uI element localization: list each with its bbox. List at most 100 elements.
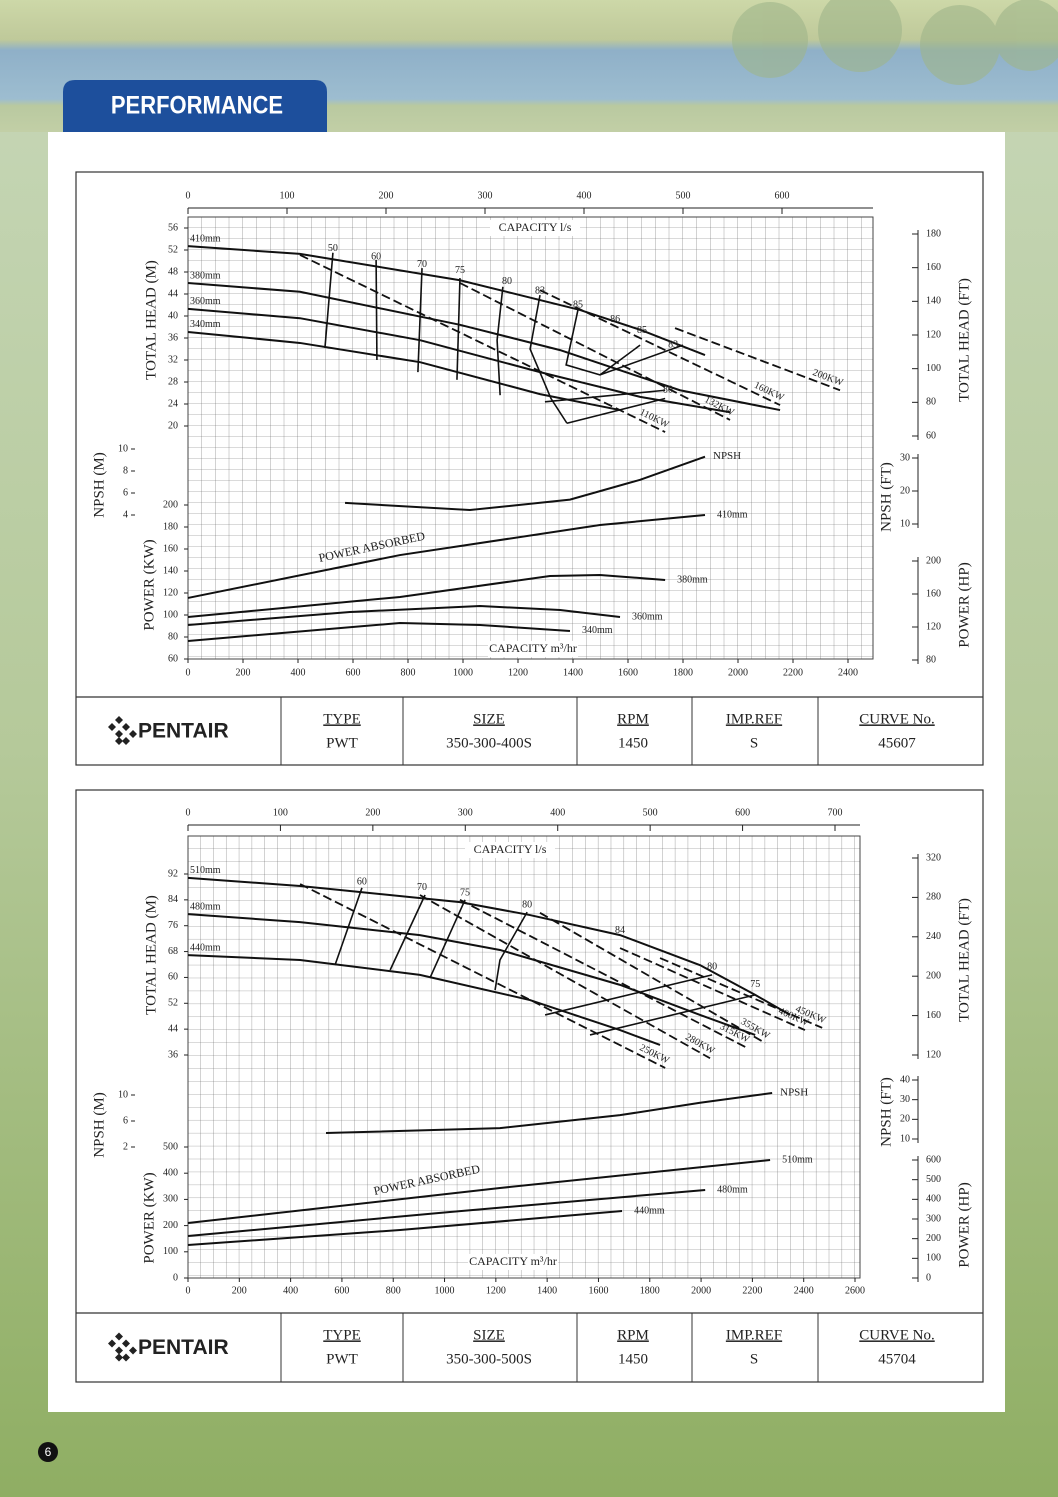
y-tick-label: 140	[926, 296, 941, 307]
power-curve-label: 360mm	[632, 611, 663, 622]
table-value: PWT	[326, 1351, 358, 1367]
bottom-tick-label: 1600	[588, 1285, 608, 1296]
y-tick-label: 30	[900, 1094, 910, 1105]
y-tick-label: 280	[926, 892, 941, 903]
table-header: CURVE No.	[859, 711, 934, 727]
bottom-tick-label: 2400	[794, 1285, 814, 1296]
y-tick-label: 20	[900, 1114, 910, 1125]
logo-diamond	[122, 1353, 130, 1362]
axis-title: POWER (KW)	[141, 539, 157, 630]
y-tick-label: 200	[163, 1220, 178, 1231]
y-tick-label: 200	[163, 499, 178, 510]
y-tick-label: 100	[163, 609, 178, 620]
label-bg	[468, 1254, 558, 1270]
top-tick-label: 700	[828, 807, 843, 818]
head-curve	[187, 954, 661, 1046]
efficiency-line	[494, 911, 528, 991]
axis-title: CAPACITY m³/hr	[489, 641, 577, 655]
power-curve	[187, 622, 571, 642]
impeller-label: 360mm	[190, 296, 221, 307]
power-limit-line	[299, 883, 666, 1069]
logo-text: PENTAIR	[138, 720, 229, 743]
table-header: TYPE	[323, 1327, 361, 1343]
efficiency-label: 86	[610, 314, 620, 325]
logo-diamond	[122, 723, 130, 731]
y-tick-label: 10	[900, 1133, 910, 1144]
y-tick-label: 44	[168, 1023, 178, 1034]
grid	[187, 216, 874, 660]
y-tick-label: 20	[900, 485, 910, 496]
efficiency-line	[429, 899, 466, 979]
logo-mark	[108, 1332, 137, 1362]
impeller-label: 480mm	[190, 901, 221, 912]
page-number: 6	[45, 1445, 52, 1459]
top-tick-label: 200	[365, 807, 380, 818]
top-tick-label: 500	[643, 807, 658, 818]
power-limit-line	[659, 957, 823, 1029]
top-tick-label: 300	[458, 807, 473, 818]
y-tick-label: 140	[163, 565, 178, 576]
efficiency-label: 85	[637, 325, 647, 336]
y-tick-label: 0	[926, 1272, 931, 1283]
grid	[187, 835, 861, 1279]
table-value: 45704	[878, 1351, 916, 1367]
trees	[732, 0, 1058, 85]
efficiency-label: 85	[573, 299, 583, 310]
y-tick-label: 10	[900, 518, 910, 529]
efficiency-line	[565, 309, 641, 376]
top-tick-label: 100	[273, 807, 288, 818]
efficiency-label: 70	[417, 882, 427, 893]
y-tick-label: 60	[168, 972, 178, 983]
bottom-tick-label: 1200	[508, 667, 528, 678]
impeller-label: 410mm	[190, 233, 221, 244]
y-tick-label: 160	[926, 588, 941, 599]
y-tick-label: 200	[926, 1233, 941, 1244]
y-tick-label: 180	[163, 521, 178, 532]
y-tick-label: 80	[926, 654, 936, 665]
head-curve	[187, 876, 791, 1016]
power-curve-label: 340mm	[582, 625, 613, 636]
title-tab	[63, 80, 327, 132]
power-curve	[187, 1210, 623, 1246]
bottom-tick-label: 600	[334, 1285, 349, 1296]
power-curve	[187, 1159, 771, 1224]
head-curve	[187, 245, 706, 356]
y-tick-label: 100	[926, 1253, 941, 1264]
y-tick-label: 500	[926, 1174, 941, 1185]
y-tick-label: 52	[168, 998, 178, 1009]
y-tick-label: 48	[168, 266, 178, 277]
y-tick-label: 6	[123, 487, 128, 498]
table-header: IMP.REF	[726, 1327, 782, 1343]
npsh-label: NPSH	[780, 1087, 808, 1099]
y-tick-label: 60	[168, 653, 178, 664]
y-tick-label: 0	[173, 1272, 178, 1283]
efficiency-label: 80	[502, 276, 512, 287]
y-tick-label: 200	[926, 970, 941, 981]
axis-title: CAPACITY l/s	[499, 220, 572, 234]
y-tick-label: 36	[168, 332, 178, 343]
efficiency-label: 75	[750, 979, 760, 990]
bottom-tick-label: 2400	[838, 667, 858, 678]
y-tick-label: 400	[163, 1167, 178, 1178]
efficiency-label: 60	[371, 251, 381, 262]
y-tick-label: 500	[163, 1141, 178, 1152]
top-tick-label: 600	[735, 807, 750, 818]
impeller-label: 510mm	[190, 865, 221, 876]
logo-diamond	[129, 1346, 137, 1355]
power-limit-line	[619, 947, 806, 1031]
power-limit-line	[459, 899, 746, 1048]
efficiency-label: 83	[668, 339, 678, 350]
table-header: TYPE	[323, 711, 361, 727]
bottom-tick-label: 0	[186, 1285, 191, 1296]
efficiency-line	[599, 344, 684, 376]
top-tick-label: 100	[280, 190, 295, 201]
y-tick-label: 100	[926, 363, 941, 374]
logo-diamond	[108, 723, 116, 731]
bottom-tick-label: 800	[386, 1285, 401, 1296]
efficiency-label: 80	[663, 385, 673, 396]
logo-diamond	[122, 1339, 130, 1348]
top-tick-label: 200	[379, 190, 394, 201]
bottom-tick-label: 2200	[783, 667, 803, 678]
efficiency-line	[544, 974, 713, 1016]
axis-title: CAPACITY l/s	[474, 842, 547, 856]
